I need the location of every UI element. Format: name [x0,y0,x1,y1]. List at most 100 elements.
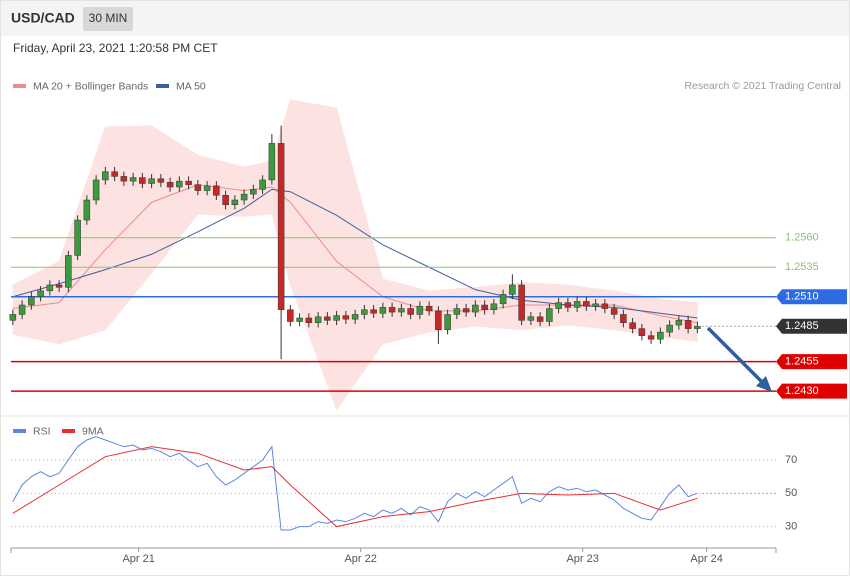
candle-body [314,316,322,323]
candle-body [240,193,248,201]
candle-body [666,324,673,333]
candle-body [638,328,646,336]
timestamp: Friday, April 23, 2021 1:20:58 PM CET [13,41,218,55]
legend-label: 9MA [82,425,104,437]
candle-body [83,199,91,221]
legend-swatch [156,84,169,88]
candle-body [148,178,155,184]
price-tag [776,354,847,370]
candle-body [333,315,340,321]
candle-body [564,302,572,308]
candle-body [287,309,294,322]
candle-body [203,185,211,191]
candle-body [657,331,664,340]
y-tick-label: 50 [785,487,797,499]
price-tag [776,289,847,305]
candle-body [416,305,424,315]
candle-body [129,177,137,182]
candle-body [231,199,239,205]
candle-body [157,178,165,183]
candle-body [573,301,581,308]
interval-box[interactable] [83,7,133,31]
candle-body [444,314,451,331]
candle-body [351,314,359,320]
legend-label: MA 50 [176,80,206,92]
candle-body [28,296,35,306]
candle-body [194,184,202,191]
price-label: 1.2430 [785,385,819,397]
y-tick-label: 70 [785,454,797,466]
candle-body [453,308,461,315]
candle-body [166,182,174,188]
candle-body [342,315,350,320]
candle-body [222,195,229,205]
candle-body [629,322,636,329]
candle-body [499,294,507,305]
candle-body [305,317,313,323]
candle-body [610,308,618,315]
candle-body [74,219,81,256]
candle-body [518,284,525,321]
candle-body [435,310,442,331]
x-tick-label: Apr 23 [566,553,598,565]
legend-label: MA 20 + Bollinger Bands [33,80,148,92]
candle-body [213,185,220,196]
candle-body [361,309,368,315]
credit: Research © 2021 Trading Central [684,80,841,92]
candle-body [55,284,63,288]
price-label: 1.2485 [785,320,819,332]
candle-body [527,316,535,321]
candle-body [324,316,331,321]
candle-body [296,317,303,322]
legend-swatch [62,429,75,433]
interval[interactable]: 30 MIN [89,11,128,25]
candle-body [379,307,387,314]
candle-body [407,308,414,315]
arrow-head [756,376,772,392]
candle-body [620,314,627,323]
candle-body [65,255,72,288]
x-tick-label: Apr 21 [122,553,154,565]
candle-body [398,308,405,313]
indicator-line [12,436,698,531]
candle-body [675,320,683,326]
candle-body [388,307,396,313]
candle-body [37,290,44,297]
candle-body [472,304,479,313]
candle-body [120,176,128,182]
candle-body [684,320,692,329]
candle-body [592,303,599,307]
candle-body [370,309,377,314]
candle-body [481,304,488,310]
price-label: 1.2560 [785,232,819,244]
candle-body [601,303,609,309]
candle-body [647,335,655,340]
x-tick-label: Apr 24 [690,553,722,565]
candle-body [268,143,276,181]
y-tick-label: 30 [785,521,797,533]
candle-body [509,284,516,295]
legend-label: RSI [33,425,51,437]
candle-body [555,302,562,309]
price-label: 1.2535 [785,261,819,273]
header-bg [1,1,849,36]
candle-body [92,179,100,201]
candle-body [425,305,433,312]
candle-body [259,179,266,190]
indicator-line [12,446,698,528]
candle-body [18,304,26,315]
x-tick-label: Apr 22 [344,553,376,565]
candle-body [176,180,183,188]
candle-body [462,308,470,313]
candle-body [694,325,701,329]
forecast-arrow [706,326,772,392]
candle-body [277,143,285,310]
arrow-shaft [706,326,764,384]
price-tag [776,383,847,399]
candle-body [46,284,54,292]
price-label: 1.2455 [785,356,819,368]
candle-body [536,316,544,322]
legend-swatch [13,84,26,88]
candle-body [546,308,553,322]
